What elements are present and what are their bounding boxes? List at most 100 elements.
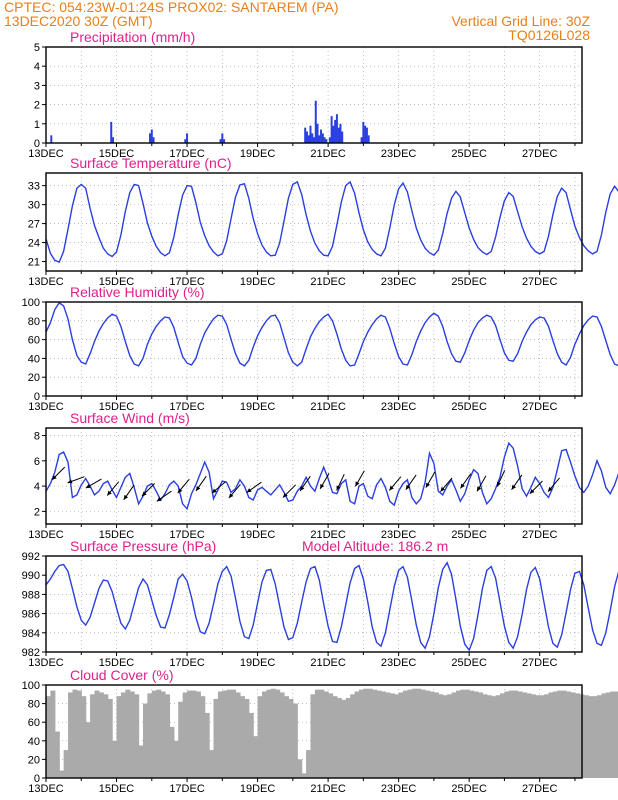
- cloud-bar: [151, 690, 157, 778]
- wind-vector-head: [282, 492, 288, 498]
- temp-ytick-label: 27: [28, 219, 40, 231]
- temp-xtick-label: 19DEC: [240, 276, 276, 288]
- pressure-ytick-label: 984: [22, 628, 40, 640]
- rh-xtick-label: 23DEC: [381, 401, 417, 413]
- pressure-xtick-label: 13DEC: [28, 657, 64, 669]
- wind-vector-head: [497, 481, 501, 487]
- precip-bar: [334, 119, 337, 143]
- precip-ytick-label: 5: [34, 42, 40, 54]
- cloud-bar: [442, 695, 448, 778]
- pressure-xtick-label: 27DEC: [522, 657, 558, 669]
- wind-ytick-label: 8: [34, 431, 40, 443]
- cloud-bar: [54, 731, 60, 778]
- precip-bar: [362, 121, 365, 143]
- temp-xtick-label: 25DEC: [451, 276, 487, 288]
- precip-bar: [309, 125, 312, 143]
- cloud-bar: [195, 691, 201, 778]
- temp-xtick-label: 17DEC: [169, 276, 205, 288]
- precip-bar: [330, 116, 333, 143]
- cloud-xtick-label: 25DEC: [451, 783, 487, 795]
- cloud-bar: [350, 694, 356, 778]
- cloud-bar: [125, 689, 131, 778]
- pressure-title: Surface Pressure (hPa): [70, 538, 216, 554]
- temp-ytick-label: 21: [28, 257, 40, 269]
- precip-bar: [367, 135, 370, 143]
- cloud-bar: [504, 691, 510, 778]
- rh-xtick-label: 19DEC: [240, 401, 276, 413]
- header-run-date: 13DEC2020 30Z (GMT): [4, 13, 153, 29]
- wind-vector-head: [440, 486, 446, 492]
- wind-xtick-label: 15DEC: [99, 529, 135, 541]
- wind-vector-head: [548, 486, 553, 492]
- cloud-bar: [310, 694, 316, 778]
- wind-vector-head: [511, 484, 516, 490]
- cloud-bar: [173, 740, 179, 778]
- cloud-bar: [495, 695, 501, 778]
- pressure-xtick-label: 23DEC: [381, 657, 417, 669]
- precip-bar: [316, 123, 319, 143]
- cloud-bar: [275, 689, 281, 778]
- cloud-xtick-label: 17DEC: [169, 783, 205, 795]
- cloud-bar: [292, 703, 298, 778]
- cloud-bar: [217, 691, 223, 778]
- wind-vector-head: [355, 481, 360, 487]
- cloud-bar: [182, 692, 188, 778]
- wind-vector-head: [460, 483, 465, 489]
- cloud-bar: [447, 694, 453, 778]
- cloud-bar: [389, 693, 395, 778]
- cloud-bar: [381, 691, 387, 778]
- cloud-bar: [513, 690, 519, 778]
- precip-bar: [219, 139, 222, 143]
- cloud-bar: [235, 692, 241, 778]
- wind-vector-head: [67, 479, 73, 484]
- precip-ytick-label: 1: [34, 119, 40, 131]
- cloud-title: Cloud Cover (%): [70, 667, 173, 683]
- cloud-bar: [455, 690, 461, 778]
- cloud-bar: [328, 693, 334, 778]
- rh-ytick-label: 60: [28, 335, 40, 347]
- cloud-bar: [284, 696, 290, 778]
- wind-xtick-label: 27DEC: [522, 529, 558, 541]
- cloud-bar: [59, 770, 65, 778]
- wind-series-line: [45, 441, 618, 511]
- wind-vector-head: [177, 488, 183, 493]
- cloud-bar: [297, 759, 303, 778]
- wind-xtick-label: 17DEC: [169, 529, 205, 541]
- precip-ytick-label: 4: [34, 61, 40, 73]
- header-location: CPTEC: 054:23W-01:24S PROX02: SANTAREM (…: [4, 0, 339, 15]
- cloud-bar: [341, 699, 347, 778]
- cloud-bar: [226, 689, 232, 778]
- cloud-bar: [491, 696, 497, 778]
- precip-bar: [321, 133, 324, 143]
- wind-vector-head: [246, 488, 252, 493]
- cloud-bar: [85, 722, 91, 778]
- cloud-bar: [257, 696, 263, 778]
- cloud-bar: [103, 694, 109, 778]
- precip-bar: [112, 137, 114, 143]
- cloud-bar: [372, 689, 378, 778]
- cloud-bar: [539, 695, 545, 778]
- cloud-bar: [610, 691, 616, 778]
- cloud-bar: [583, 695, 589, 778]
- cloud-bar: [614, 691, 618, 778]
- cloud-bar: [460, 689, 466, 778]
- precip-bar: [332, 125, 335, 143]
- precip-bar: [335, 114, 338, 143]
- wind-vector-head: [425, 482, 431, 488]
- cloud-bar: [530, 694, 536, 778]
- cloud-xtick-label: 21DEC: [310, 783, 346, 795]
- cloud-bar: [134, 694, 140, 778]
- cloud-bar: [288, 698, 294, 778]
- rh-xtick-label: 27DEC: [522, 401, 558, 413]
- cloud-bar: [433, 692, 439, 778]
- precip-bar: [150, 129, 153, 143]
- precip-frame: [45, 46, 583, 144]
- cloud-bar: [574, 693, 580, 778]
- cloud-bar: [204, 712, 210, 778]
- precip-xtick-label: 19DEC: [240, 148, 276, 160]
- cloud-bar: [522, 692, 528, 778]
- cloud-bar: [72, 689, 78, 778]
- precip-title: Precipitation (mm/h): [70, 29, 195, 45]
- precip-bar: [325, 139, 328, 143]
- precip-bar: [314, 100, 317, 143]
